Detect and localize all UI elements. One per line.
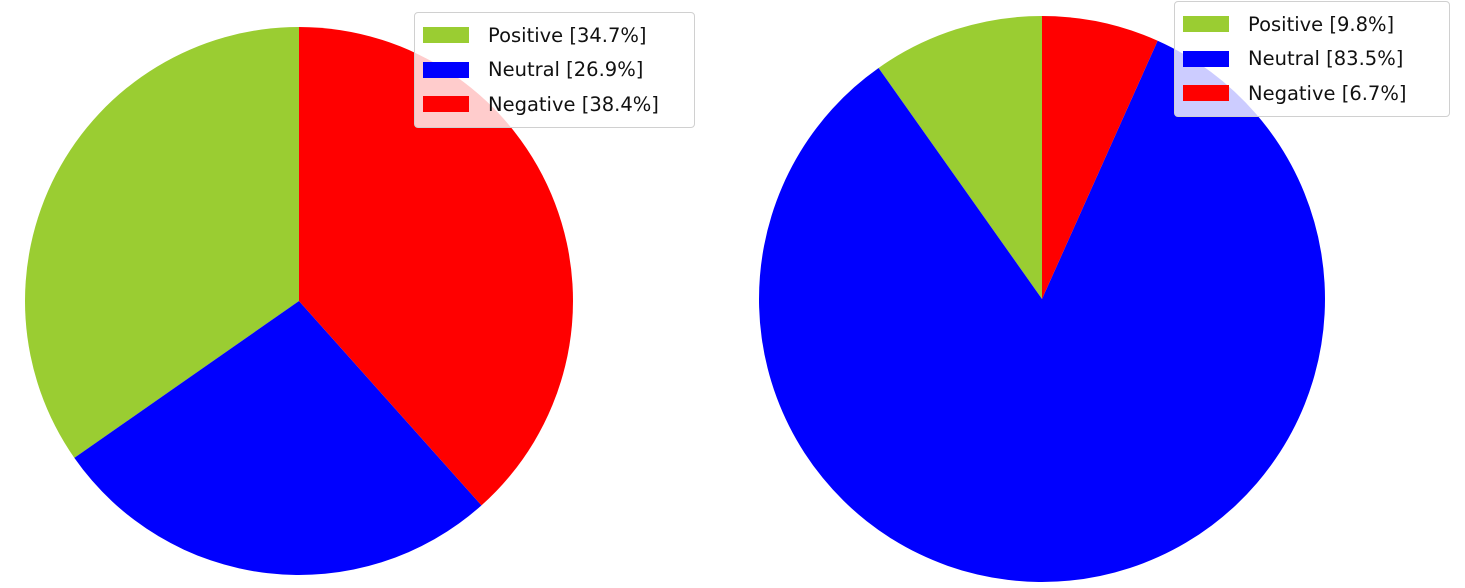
pie-slice-negative — [299, 27, 573, 506]
legend-swatch-neutral — [423, 61, 469, 78]
legend-item-neutral: Neutral [26.9%] — [423, 53, 684, 88]
legend-label-neutral: Neutral [26.9%] — [488, 58, 644, 82]
legend-swatch-positive — [1183, 16, 1229, 33]
pie-slice-positive — [878, 16, 1042, 299]
legend-item-positive: Positive [34.7%] — [423, 18, 684, 53]
legend-item-negative: Negative [38.4%] — [423, 87, 684, 122]
legend-swatch-neutral — [1183, 50, 1229, 67]
left-pie-legend: Positive [34.7%] Neutral [26.9%] Negativ… — [414, 12, 695, 128]
legend-label-neutral: Neutral [83.5%] — [1248, 47, 1404, 71]
legend-label-negative: Negative [38.4%] — [488, 92, 659, 116]
legend-swatch-negative — [423, 96, 469, 113]
pie-slice-neutral — [74, 301, 482, 575]
legend-label-positive: Positive [34.7%] — [488, 23, 647, 47]
right-pie-legend: Positive [9.8%] Neutral [83.5%] Negative… — [1174, 1, 1450, 117]
legend-label-negative: Negative [6.7%] — [1248, 81, 1407, 105]
legend-swatch-positive — [423, 27, 469, 44]
left-pie-slices — [24, 27, 573, 575]
legend-item-neutral: Neutral [83.5%] — [1183, 42, 1439, 77]
legend-item-negative: Negative [6.7%] — [1183, 76, 1439, 111]
pie-slice-positive — [24, 27, 299, 458]
pie-slice-negative — [1042, 16, 1158, 299]
legend-swatch-negative — [1183, 85, 1229, 102]
pie-slice-neutral — [759, 40, 1325, 583]
legend-label-positive: Positive [9.8%] — [1248, 12, 1395, 36]
legend-item-positive: Positive [9.8%] — [1183, 7, 1439, 42]
right-pie-slices — [759, 16, 1325, 583]
